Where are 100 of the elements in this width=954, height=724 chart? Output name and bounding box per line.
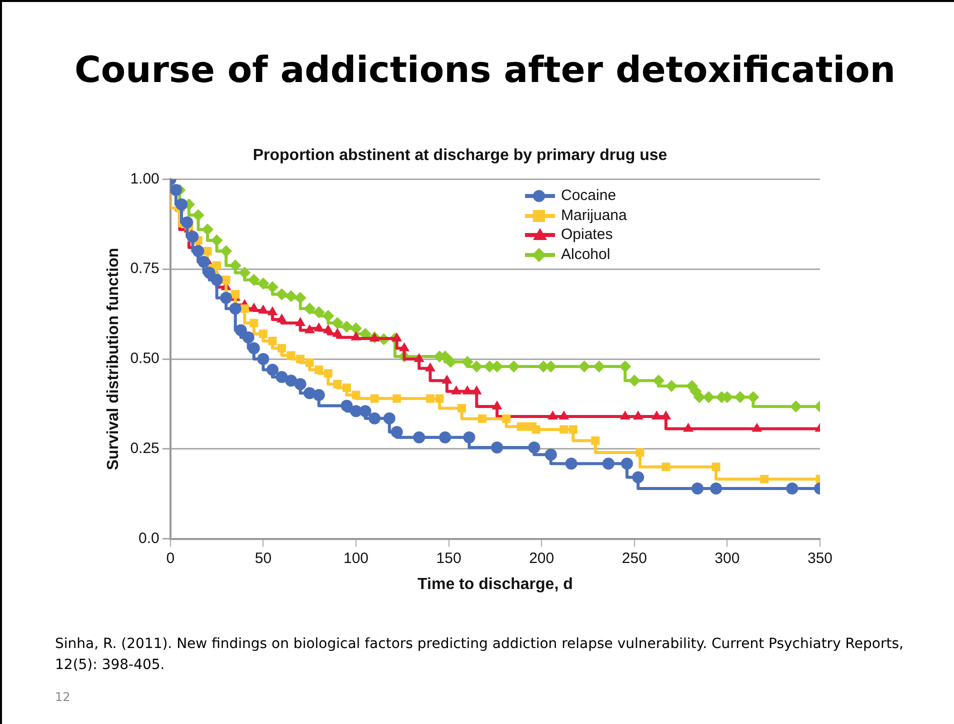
point — [176, 198, 188, 210]
x-tick-label: 300 — [714, 550, 740, 567]
point — [414, 353, 424, 362]
point — [461, 356, 474, 368]
point — [332, 328, 343, 337]
point — [210, 274, 223, 286]
point — [660, 410, 672, 420]
point — [314, 322, 324, 332]
point — [578, 360, 590, 373]
point — [285, 290, 298, 302]
chart-subtitle: Proportion abstinent at discharge by primary drug use — [252, 147, 668, 164]
x-tick-label: 100 — [343, 550, 369, 567]
point — [304, 324, 315, 334]
point — [568, 425, 578, 434]
point — [548, 410, 558, 420]
y-tick-label: 0.25 — [130, 440, 160, 458]
point — [442, 374, 452, 384]
point — [359, 405, 372, 418]
chart-title: Course of addictions after detoxification — [73, 50, 896, 91]
point — [257, 353, 270, 365]
point — [340, 400, 353, 412]
point — [276, 370, 288, 383]
point — [312, 306, 325, 318]
point — [285, 374, 298, 387]
point — [558, 410, 570, 420]
point — [333, 380, 342, 388]
point — [413, 431, 426, 444]
point — [392, 332, 402, 342]
point — [322, 310, 334, 322]
x-tick-label: 0 — [166, 550, 175, 567]
point — [632, 410, 644, 420]
y-tick-label: 0.0 — [138, 530, 160, 547]
point — [286, 351, 296, 360]
point — [619, 360, 632, 373]
point — [267, 306, 278, 316]
point — [250, 318, 258, 328]
point — [350, 322, 362, 334]
point — [786, 482, 798, 494]
point — [186, 230, 199, 243]
legend-label: Opiates — [561, 226, 613, 243]
point — [790, 400, 802, 412]
point — [734, 391, 746, 404]
point — [692, 482, 704, 494]
text: 12 — [55, 690, 70, 704]
point — [222, 276, 230, 284]
point — [192, 209, 204, 222]
point — [470, 360, 483, 373]
point — [451, 385, 462, 394]
point — [203, 246, 212, 256]
point — [392, 394, 402, 403]
point — [383, 412, 396, 424]
point — [458, 404, 466, 413]
point — [258, 304, 268, 314]
legend-label: Cocaine — [561, 187, 616, 204]
point — [368, 412, 381, 424]
point — [426, 394, 434, 403]
point — [203, 266, 216, 279]
point — [602, 458, 614, 470]
y-tick-label: 1.00 — [130, 170, 160, 188]
point — [710, 482, 722, 494]
x-tick-label: 250 — [622, 550, 647, 567]
point — [242, 331, 254, 344]
point — [508, 360, 520, 373]
point — [295, 317, 306, 326]
point — [502, 414, 511, 423]
point — [212, 261, 222, 270]
point — [390, 426, 403, 438]
point — [266, 364, 278, 376]
x-tick-label: 200 — [529, 550, 554, 567]
point — [712, 462, 720, 472]
point — [478, 414, 486, 423]
point — [702, 391, 715, 404]
point — [651, 410, 662, 420]
point — [266, 281, 278, 294]
point — [591, 436, 600, 445]
point — [463, 431, 476, 444]
point — [652, 374, 665, 387]
point — [544, 448, 557, 461]
point — [593, 360, 606, 373]
point — [342, 384, 351, 392]
point — [210, 234, 223, 246]
point — [560, 425, 568, 434]
point — [760, 474, 769, 484]
point — [238, 266, 251, 279]
point — [439, 431, 452, 444]
point — [234, 324, 247, 336]
point — [693, 391, 706, 404]
legend-label: Marijuana — [561, 206, 627, 224]
point — [628, 374, 640, 387]
point — [268, 336, 277, 346]
point — [565, 458, 578, 470]
point — [425, 362, 436, 372]
point — [752, 422, 762, 432]
point — [471, 385, 482, 394]
point — [620, 458, 633, 470]
point — [491, 441, 504, 454]
point — [294, 292, 306, 304]
point — [240, 304, 249, 313]
point — [528, 441, 540, 454]
point — [340, 320, 353, 333]
